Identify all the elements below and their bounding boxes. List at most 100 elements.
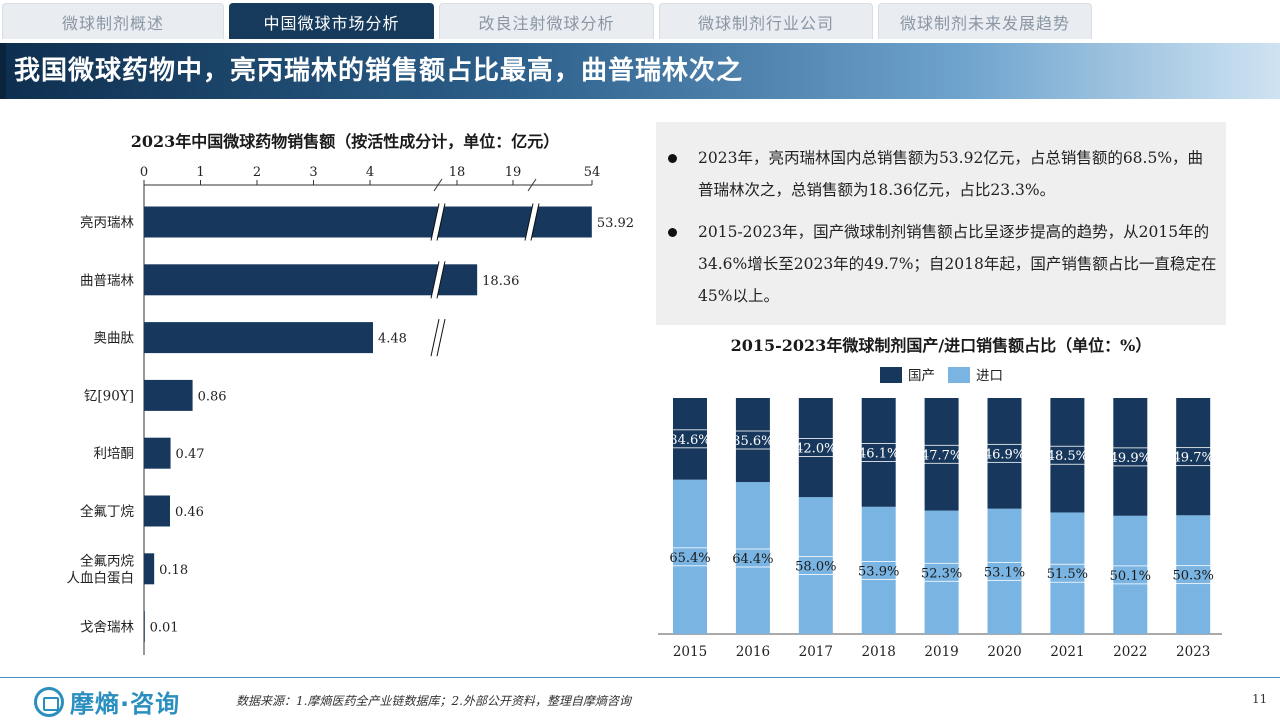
bar	[144, 206, 592, 238]
tab-improved-injection[interactable]: 改良注射微球分析	[439, 3, 654, 39]
data-label: 50.3%	[1173, 569, 1214, 584]
bar	[144, 553, 155, 585]
logo-icon	[34, 686, 64, 717]
data-label-box	[920, 562, 964, 582]
x-tick-label: 1	[196, 165, 204, 180]
x-tick-label: 2019	[924, 644, 958, 660]
data-label: 49.7%	[1173, 451, 1214, 466]
logo-text: 摩熵·咨询	[70, 690, 181, 718]
bar	[144, 379, 193, 411]
data-label-box	[857, 560, 901, 580]
tab-future-trends[interactable]: 微球制剂未来发展趋势	[878, 3, 1092, 39]
bar-import	[1050, 512, 1085, 634]
data-label-box	[1171, 447, 1215, 467]
page-title: 我国微球药物中，亮丙瑞林的销售额占比最高，曲普瑞林次之	[14, 56, 744, 86]
bar-domestic	[735, 398, 770, 483]
tab-china-market[interactable]: 中国微球市场分析	[229, 3, 434, 39]
bar-value-label: 0.46	[175, 505, 204, 520]
bar-import	[987, 508, 1022, 634]
x-tick-label: 54	[584, 165, 601, 180]
bar	[144, 322, 373, 354]
bar-domestic	[1050, 398, 1085, 513]
x-tick-label: 2017	[799, 644, 833, 660]
data-label: 42.0%	[795, 442, 836, 457]
bar	[144, 264, 478, 296]
category-label: 亮丙瑞林	[80, 214, 134, 231]
category-label: 全氟丙烷	[80, 552, 134, 569]
footer-divider	[0, 677, 1280, 678]
legend-swatch	[880, 367, 902, 383]
company-logo: 摩熵·咨询	[34, 684, 180, 719]
data-label-box	[1108, 447, 1152, 467]
data-label-box	[920, 444, 964, 464]
data-label: 52.3%	[921, 566, 962, 581]
legend-label: 进口	[976, 368, 1003, 384]
bar-import	[861, 506, 896, 634]
data-label: 35.6%	[732, 434, 773, 449]
bar-value-label: 0.86	[198, 389, 227, 404]
tab-companies[interactable]: 微球制剂行业公司	[659, 3, 873, 39]
bar-import	[673, 479, 707, 634]
data-label-box	[857, 442, 901, 462]
bullet-text: 2015-2023年，国产微球制剂销售额占比呈逐步提高的趋势，从2015年的34…	[698, 223, 1217, 305]
bar-domestic	[1113, 398, 1148, 516]
x-tick-label: 2	[253, 165, 261, 180]
bar-break-gap	[525, 202, 539, 242]
bullet-dot	[668, 154, 677, 163]
left-chart-title: 2023年中国微球药物销售额（按活性成分计，单位：亿元）	[130, 132, 560, 151]
data-label-box	[983, 561, 1026, 581]
data-label-box	[794, 438, 838, 457]
x-tick-label: 2023	[1176, 644, 1210, 660]
category-label: 奥曲肽	[94, 330, 135, 347]
bar-import	[1176, 515, 1211, 634]
data-label: 65.4%	[669, 551, 710, 566]
bar	[144, 495, 170, 527]
data-label-box	[1108, 565, 1152, 585]
tab-overview[interactable]: 微球制剂概述	[2, 3, 224, 39]
category-label: 钇[90Y]	[84, 388, 134, 404]
bullet-dot	[668, 228, 677, 237]
domestic-import-share-chart: 国产 进口 34.6% 65.4% 2015 35.6% 64.4% 2016 42.0% 58.…	[658, 367, 1222, 660]
x-tick-label: 2016	[736, 644, 770, 660]
bar-import	[735, 482, 770, 634]
banner-accent	[0, 43, 6, 99]
category-label: 全氟丁烷	[80, 503, 134, 520]
bar-import	[1113, 515, 1148, 634]
section-tab-bar: 微球制剂概述 中国微球市场分析 改良注射微球分析 微球制剂行业公司 微球制剂未来…	[0, 0, 1280, 40]
data-label-box	[731, 430, 775, 450]
data-label: 46.1%	[858, 446, 899, 461]
bar-domestic	[987, 398, 1022, 509]
bar-break-line	[524, 203, 534, 241]
bar	[144, 611, 145, 643]
x-tick-label: 4	[366, 165, 374, 180]
legend-swatch	[948, 367, 970, 383]
bar-domestic	[798, 398, 833, 498]
category-label: 利培酮	[94, 446, 135, 462]
data-label-box	[794, 556, 838, 575]
bar-break-line	[430, 318, 440, 357]
sales-by-ingredient-chart: 0 1 2 3 4 18 19 54 53.92 亮丙瑞林 18.36 曲普瑞林 4.48 奥曲肽 0.86…	[67, 165, 634, 655]
legend-label: 国产	[908, 368, 935, 384]
bar-break-line	[430, 261, 440, 299]
x-tick-label: 2020	[987, 644, 1021, 660]
data-label-box	[731, 548, 775, 568]
data-label-box	[1045, 563, 1089, 583]
bar-value-label: 18.36	[482, 274, 519, 289]
data-source-note: 数据来源：1.摩熵医药全产业链数据库；2.外部公开资料，整理自摩熵咨询	[236, 694, 631, 708]
bar-value-label: 0.01	[150, 621, 179, 636]
bar-value-label: 0.47	[176, 447, 205, 462]
data-label-box	[1171, 565, 1215, 585]
bullet-text: 2023年，亮丙瑞林国内总销售额为53.92亿元，占总销售额的68.5%，曲普瑞…	[698, 149, 1204, 199]
bar-break-line	[436, 318, 446, 357]
data-label: 34.6%	[669, 433, 710, 448]
summary-panel	[656, 122, 1226, 325]
data-label: 58.0%	[795, 560, 836, 575]
bar-break-gap	[431, 318, 445, 357]
bar-break-gap	[431, 260, 445, 299]
title-banner	[0, 43, 1280, 99]
page-number: 11	[1252, 692, 1268, 706]
category-label: 人血白蛋白	[67, 570, 135, 586]
axis-break-mark	[433, 178, 443, 192]
data-label: 46.9%	[984, 447, 1025, 462]
bar-break-line	[430, 203, 440, 241]
